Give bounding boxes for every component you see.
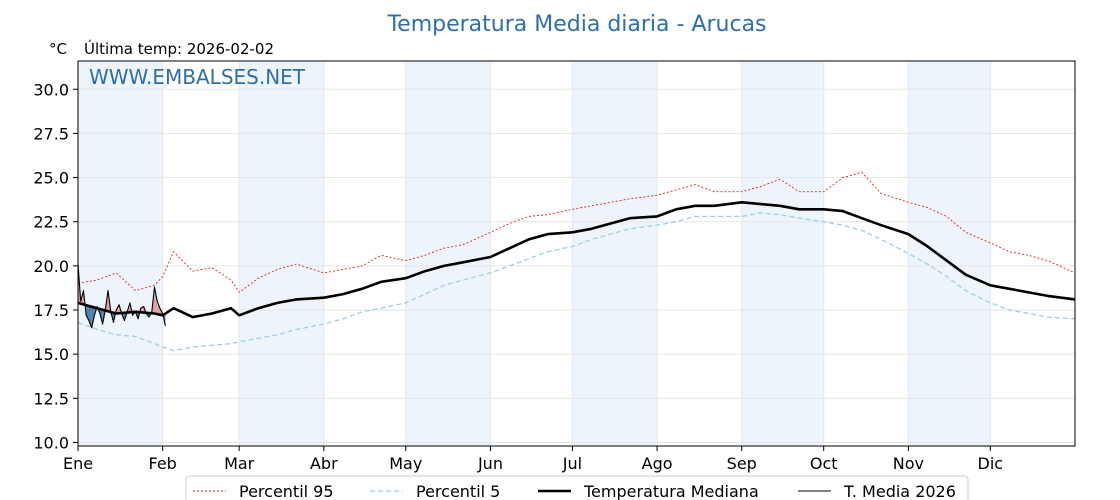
above-median-fill [154, 287, 158, 315]
y-tick-label: 10.0 [33, 433, 69, 452]
grid-lines [77, 61, 1075, 446]
x-tick-label-feb: Feb [149, 454, 177, 473]
x-tick-label-oct: Oct [810, 454, 838, 473]
y-tick-label: 27.5 [33, 124, 69, 143]
x-tick-label-ago: Ago [642, 454, 673, 473]
x-tick-label-dic: Dic [978, 454, 1004, 473]
series-line-percentil-5 [77, 212, 1076, 352]
series-line-temperatura-mediana [77, 201, 1076, 319]
x-tick-label-mar: Mar [224, 454, 255, 473]
x-tick-label-sep: Sep [727, 454, 757, 473]
x-tick-label-ene: Ene [63, 454, 93, 473]
series-line-t-media-2026 [77, 264, 166, 329]
month-bands [78, 61, 991, 446]
x-tick-label-nov: Nov [893, 454, 924, 473]
unit-label: °C [49, 40, 67, 58]
legend-label-2: Temperatura Mediana [583, 482, 759, 500]
y-tick-label: 30.0 [33, 80, 69, 99]
y-tick-label: 20.0 [33, 257, 69, 276]
y-tick-label: 22.5 [33, 213, 69, 232]
below-median-fill [86, 305, 89, 321]
y-tick-label: 12.5 [33, 389, 69, 408]
y-tick-label: 25.0 [33, 169, 69, 188]
legend-label-3: T. Media 2026 [843, 482, 956, 500]
chart-title: Temperatura Media diaria - Arucas [386, 12, 766, 37]
x-axis: Ene Feb Mar Abr May Jun Jul Ago Sep Oct Nov Dic [63, 446, 1003, 473]
x-tick-label-abr: Abr [310, 454, 338, 473]
last-temp-label: Última temp: 2026-02-02 [84, 39, 274, 58]
x-tick-label-jul: Jul [562, 454, 582, 473]
legend-box [185, 475, 969, 500]
series-lines [77, 171, 1076, 352]
legend-label-0: Percentil 95 [239, 482, 334, 500]
x-tick-label-jun: Jun [477, 454, 503, 473]
x-tick-label-may: May [389, 454, 422, 473]
y-tick-label: 15.0 [33, 345, 69, 364]
legend-label-1: Percentil 5 [416, 482, 500, 500]
legend: Percentil 95 Percentil 5 Temperatura Media… [185, 475, 969, 500]
month-band-mar [239, 61, 324, 446]
month-band-ene [78, 61, 163, 446]
plot-frame [77, 60, 1076, 447]
y-tick-label: 17.5 [33, 301, 69, 320]
month-band-sep [741, 61, 824, 446]
watermark: WWW.EMBALSES.NET [89, 65, 306, 89]
month-band-jul [572, 61, 658, 446]
month-band-nov [908, 61, 991, 446]
month-band-may [405, 61, 491, 446]
above-median-fill [157, 301, 160, 315]
series-line-percentil-95 [77, 171, 1076, 293]
y-axis: 10.0 12.5 15.0 17.5 20.0 22.5 25.0 27.5 30.0 [33, 80, 78, 452]
